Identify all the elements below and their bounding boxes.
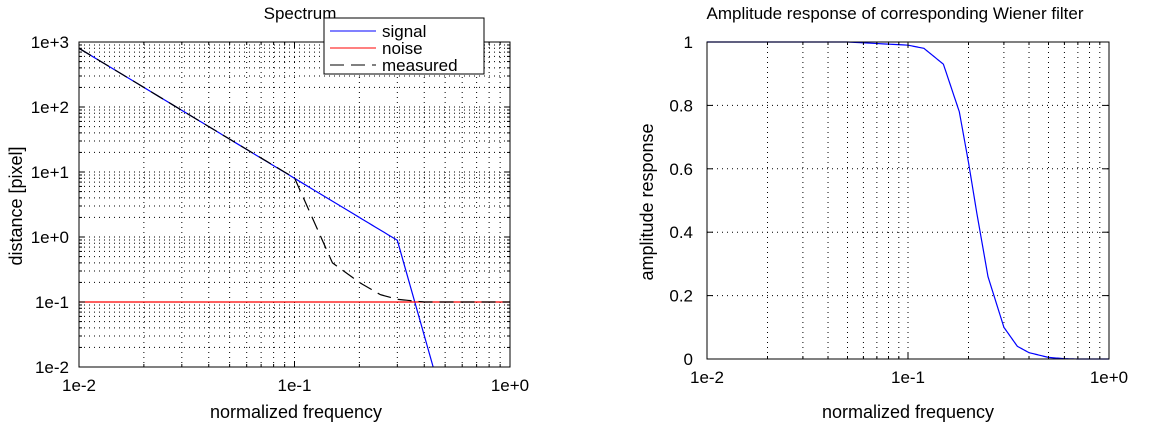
spectrum-y-tick-label: 1e-2 <box>35 358 69 377</box>
wiener-axes-frame <box>706 41 1110 360</box>
wiener-y-tick-label: 0.8 <box>669 96 693 115</box>
wiener-grid <box>707 42 1109 359</box>
spectrum-x-axis-label: normalized frequency <box>210 402 382 422</box>
spectrum-series <box>78 47 510 368</box>
wiener-x-tick-labels: 1e-2 1e-1 1e+0 <box>690 368 1128 387</box>
wiener-y-axis-label: amplitude response <box>637 123 657 280</box>
spectrum-x-tick-label: 1e-1 <box>277 376 311 395</box>
spectrum-series-measured <box>78 47 510 303</box>
wiener-y-tick-label: 0.6 <box>669 160 693 179</box>
spectrum-x-tick-labels: 1e-2 1e-1 1e+0 <box>62 376 529 395</box>
wiener-title: Amplitude response of corresponding Wien… <box>706 4 1083 23</box>
spectrum-series-signal <box>78 47 434 368</box>
wiener-y-tick-label: 0 <box>684 350 693 369</box>
legend-label-noise: noise <box>382 39 423 58</box>
spectrum-y-tick-label: 1e+1 <box>31 163 69 182</box>
wiener-y-tick-label: 0.2 <box>669 287 693 306</box>
spectrum-grid <box>79 42 510 367</box>
spectrum-tick-marks <box>78 41 511 368</box>
spectrum-y-tick-label: 1e+0 <box>31 228 69 247</box>
wiener-y-tick-labels: 1 0.8 0.6 0.4 0.2 0 <box>669 33 693 369</box>
spectrum-title: Spectrum <box>264 4 337 23</box>
wiener-x-tick-label: 1e+0 <box>1090 368 1128 387</box>
legend-label-measured: measured <box>382 56 458 75</box>
spectrum-y-axis-label: distance [pixel] <box>6 146 26 265</box>
spectrum-y-tick-label: 1e-1 <box>35 293 69 312</box>
legend-box <box>323 17 485 75</box>
wiener-tick-marks <box>706 41 1110 360</box>
wiener-y-tick-label: 0.4 <box>669 223 693 242</box>
wiener-x-tick-label: 1e-1 <box>891 368 925 387</box>
wiener-series <box>707 41 1109 360</box>
legend-label-signal: signal <box>382 22 426 41</box>
wiener-series-line-0 <box>707 41 1109 360</box>
spectrum-y-tick-label: 1e+3 <box>31 33 69 52</box>
spectrum-x-tick-label: 1e+0 <box>491 376 529 395</box>
spectrum-y-tick-labels: 1e+3 1e+2 1e+1 1e+0 1e-1 1e-2 <box>31 33 69 377</box>
spectrum-x-tick-label: 1e-2 <box>62 376 96 395</box>
spectrum-y-tick-label: 1e+2 <box>31 98 69 117</box>
spectrum-legend: signal noise measured <box>323 17 485 75</box>
wiener-panel: 1e-2 1e-1 1e+0 1 0.8 0.6 0.4 0.2 0 Amplitude re… <box>637 4 1128 422</box>
spectrum-panel: 1e-2 1e-1 1e+0 1e+3 1e+2 1e+1 1e+0 1e-1 1e-2 Sp… <box>6 4 529 422</box>
wiener-y-tick-label: 1 <box>684 33 693 52</box>
wiener-x-axis-label: normalized frequency <box>822 402 994 422</box>
wiener-x-tick-label: 1e-2 <box>690 368 724 387</box>
spectrum-axes-frame <box>78 41 511 368</box>
